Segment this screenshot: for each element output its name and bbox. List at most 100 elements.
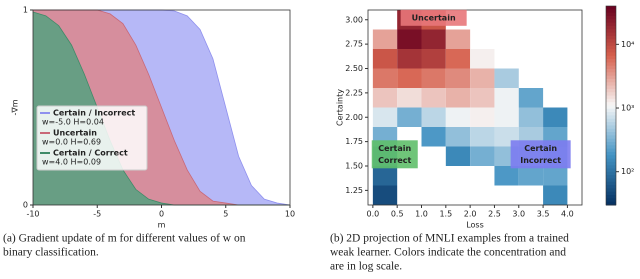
x-tick-label: 1.0	[415, 210, 428, 219]
plot-frame	[32, 9, 291, 206]
legend	[36, 105, 148, 171]
heatmap-cell	[494, 107, 519, 127]
heatmap-cell	[421, 68, 446, 88]
heatmap-cell	[445, 29, 471, 49]
colorbar-segment	[606, 201, 616, 206]
colorbar-segment	[606, 45, 616, 50]
y-tick-label: 1.75	[345, 137, 363, 146]
heatmap-cell	[470, 146, 495, 166]
heatmap-cell	[494, 166, 519, 186]
y-axis-label: -∇m	[11, 99, 20, 115]
heatmap-cell	[372, 88, 398, 108]
colorbar-segment	[606, 135, 616, 140]
annotation-box	[510, 140, 571, 169]
colorbar-segment	[606, 175, 616, 179]
heatmap-cell	[518, 107, 544, 127]
colorbar-segment	[606, 12, 616, 17]
colorbar-segment	[606, 69, 616, 73]
caption: (a) Gradient update of m for different v…	[3, 233, 246, 245]
colorbar-segment	[606, 92, 616, 97]
colorbar-segment	[606, 181, 616, 186]
colorbar-segment	[606, 25, 616, 30]
heatmap-cell	[372, 49, 398, 69]
colorbar-segment	[606, 198, 616, 203]
legend-detail: w=4.0 H=0.09	[42, 158, 101, 167]
colorbar-segment	[606, 9, 616, 14]
heatmap-cell	[445, 68, 471, 88]
y-tick-label: 2.50	[345, 64, 363, 73]
colorbar-segment	[606, 122, 616, 126]
colorbar-segment	[606, 95, 616, 100]
heatmap-cell	[397, 88, 422, 108]
heatmap-cell	[543, 166, 568, 186]
colorbar-segment	[606, 52, 616, 57]
x-tick-label: 4.0	[561, 210, 574, 219]
heatmap-cell	[445, 127, 471, 147]
legend-label: Certain / Incorrect	[53, 109, 135, 118]
heatmap-cell	[470, 49, 495, 69]
colorbar-segment	[606, 85, 616, 90]
x-tick-label: -5	[93, 210, 101, 219]
colorbar-tick-label: 10⁴	[621, 40, 634, 49]
annotation: Correct	[378, 156, 411, 165]
heatmap-cell	[494, 68, 519, 88]
heatmap-cell	[470, 88, 495, 108]
colorbar-segment	[606, 185, 616, 189]
colorbar-segment	[606, 35, 616, 40]
colorbar-segment	[606, 178, 616, 183]
colorbar-segment	[606, 22, 616, 27]
x-tick-label: 2.5	[488, 210, 501, 219]
colorbar-segment	[606, 98, 616, 103]
colorbar-segment	[606, 88, 616, 93]
heatmap-cell	[421, 88, 446, 108]
x-tick-label: -10	[26, 210, 39, 219]
legend-label: Certain / Correct	[53, 149, 128, 158]
heatmap-cell	[445, 107, 471, 127]
colorbar-segment	[606, 188, 616, 193]
colorbar-segment	[606, 75, 616, 80]
y-tick-label: 2.25	[345, 88, 363, 97]
caption: weak learner. Colors indicate the concen…	[330, 247, 566, 259]
x-tick-label: 0.0	[366, 210, 379, 219]
colorbar-segment	[606, 72, 616, 77]
x-tick-label: 3.5	[537, 210, 550, 219]
annotation-box	[371, 140, 418, 169]
annotation: Uncertain	[412, 13, 456, 22]
colorbar-segment	[606, 115, 616, 120]
y-tick-label: 1.25	[345, 186, 363, 195]
heatmap-cell	[445, 146, 471, 166]
colorbar-segment	[606, 171, 616, 176]
y-tick-label: 2.00	[345, 113, 363, 122]
annotation-box	[400, 9, 467, 26]
colorbar-segment	[606, 128, 616, 133]
colorbar-segment	[606, 62, 616, 67]
x-tick-label: 0	[159, 210, 164, 219]
colorbar-segment	[606, 105, 616, 110]
colorbar-tick-label: 10²	[621, 167, 634, 176]
colorbar-segment	[606, 145, 616, 150]
annotation: Certain	[524, 144, 557, 153]
heatmap-cell	[494, 88, 519, 108]
heatmap-cell	[543, 107, 568, 127]
heatmap-cell	[372, 185, 398, 205]
heatmap-cell	[372, 107, 398, 127]
colorbar-segment	[606, 148, 616, 153]
colorbar-segment	[606, 132, 616, 136]
heatmap-cell	[543, 185, 568, 205]
heatmap-cell	[372, 68, 398, 88]
colorbar-segment	[606, 6, 616, 10]
heatmap-cell	[421, 49, 446, 69]
x-tick-label: 10	[285, 210, 295, 219]
heatmap-cell	[470, 127, 495, 147]
colorbar-segment	[606, 195, 616, 199]
colorbar-segment	[606, 42, 616, 47]
plot-frame	[367, 9, 583, 206]
colorbar-segment	[606, 102, 616, 106]
annotation: Incorrect	[520, 156, 561, 165]
colorbar-segment	[606, 138, 616, 143]
colorbar-segment	[606, 82, 616, 87]
x-tick-label: 3.0	[512, 210, 525, 219]
heatmap-cell	[518, 88, 544, 108]
